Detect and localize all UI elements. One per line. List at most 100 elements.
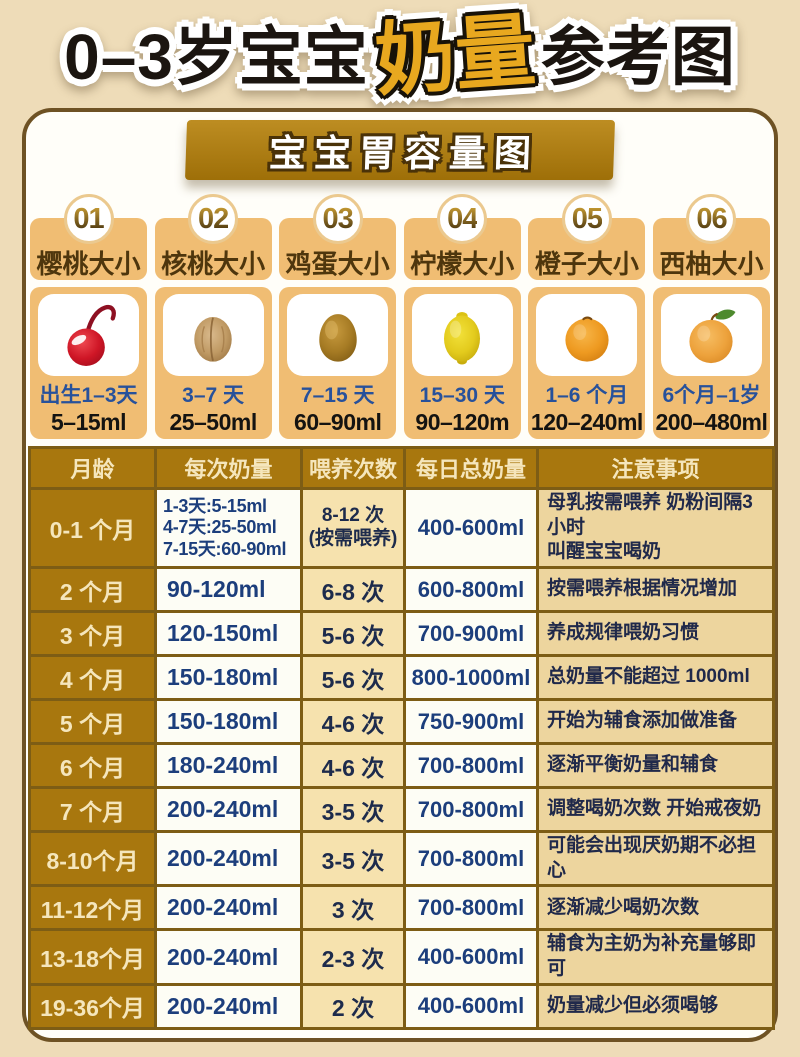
cell-per-feed: 90-120ml [154, 566, 303, 614]
cell-feed-times: 5-6 次 [300, 610, 406, 658]
table-header-row: 月龄 每次奶量 喂养次数 每日总奶量 注意事项 [28, 446, 775, 490]
fruit-image-box [162, 294, 264, 376]
cell-feed-times: 8-12 次 (按需喂养) [300, 486, 406, 570]
stage-size-label: 柠檬大小 [403, 218, 521, 280]
stage-age-range: 15–30 天 [419, 384, 505, 407]
title-highlight: 奶量 [372, 5, 539, 106]
stage-volume-range: 90–120m [415, 409, 510, 435]
table-row: 4 个月 150-180ml 5-6 次 800-1000ml 总奶量不能超过 … [28, 654, 775, 702]
stage-column-5: 05 橙子大小 [528, 194, 646, 439]
cell-notes: 按需喂养根据情况增加 [536, 566, 775, 614]
stage-size-text: 鸡蛋大小 [285, 248, 390, 279]
stage-content: 1–6 个月 120–240ml [528, 287, 646, 439]
cell-daily-total: 700-800ml [403, 884, 539, 932]
cell-month-age: 7 个月 [28, 786, 157, 834]
stage-volume-range: 120–240ml [530, 409, 643, 435]
fruit-image-box [536, 294, 638, 376]
stage-volume-range: 5–15ml [50, 409, 127, 435]
cell-daily-total: 750-900ml [403, 698, 539, 746]
stage-number: 05 [571, 202, 603, 235]
cell-month-age: 5 个月 [28, 698, 157, 746]
cell-feed-times: 2 次 [300, 982, 406, 1030]
stage-number-badge: 01 [63, 194, 114, 244]
stage-number-badge: 06 [686, 194, 737, 244]
cherry-icon [66, 305, 116, 366]
header-per-feed: 每次奶量 [154, 446, 303, 490]
stage-age-range: 1–6 个月 [545, 384, 629, 407]
stage-number-badge: 03 [312, 194, 363, 244]
cell-notes: 奶量减少但必须喝够 [536, 982, 775, 1030]
orange-icon [565, 316, 609, 362]
cell-month-age: 13-18个月 [28, 928, 157, 986]
header-daily-total: 每日总奶量 [403, 446, 539, 490]
stage-content: 3–7 天 25–50ml [154, 287, 272, 439]
cell-feed-times: 3-5 次 [300, 786, 406, 834]
stage-content: 出生1–3天 5–15ml [30, 287, 147, 439]
cell-feed-times: 5-6 次 [300, 654, 406, 702]
cell-per-feed: 200-240ml [154, 786, 303, 834]
stage-size-text: 樱桃大小 [36, 248, 141, 279]
cell-daily-total: 400-600ml [403, 486, 539, 570]
header-notes: 注意事项 [536, 446, 775, 490]
egg-icon [318, 314, 357, 362]
stage-size-text: 西柚大小 [659, 248, 764, 279]
stage-age-range: 6个月–1岁 [662, 384, 761, 407]
content-card: 宝宝胃容量图 01 樱桃大小 [22, 108, 778, 1042]
stage-content: 15–30 天 90–120m [403, 287, 521, 439]
cell-notes: 辅食为主奶为补充量够即可 [536, 928, 775, 986]
fruit-image-box [287, 294, 389, 376]
cell-feed-times: 6-8 次 [300, 566, 406, 614]
table-row: 6 个月 180-240ml 4-6 次 700-800ml 逐渐平衡奶量和辅食 [28, 742, 775, 790]
table-row: 7 个月 200-240ml 3-5 次 700-800ml 调整喝奶次数 开始… [28, 786, 775, 834]
cell-month-age: 6 个月 [28, 742, 157, 790]
stage-age-range: 3–7 天 [182, 384, 245, 407]
cell-feed-times: 2-3 次 [300, 928, 406, 986]
table-row: 2 个月 90-120ml 6-8 次 600-800ml 按需喂养根据情况增加 [28, 566, 775, 614]
stage-size-text: 柠檬大小 [410, 248, 515, 279]
stage-column-6: 06 西柚大小 [652, 194, 770, 439]
table-row: 8-10个月 200-240ml 3-5 次 700-800ml 可能会出现厌奶… [28, 830, 775, 888]
fruit-image-box [660, 294, 762, 376]
cell-notes: 开始为辅食添加做准备 [536, 698, 775, 746]
cell-per-feed: 150-180ml [154, 698, 303, 746]
cell-month-age: 3 个月 [28, 610, 157, 658]
cell-daily-total: 700-800ml [403, 830, 539, 888]
cell-per-feed: 200-240ml [154, 982, 303, 1030]
stage-content: 7–15 天 60–90ml [279, 287, 397, 439]
cell-per-feed: 200-240ml [154, 830, 303, 888]
table-row: 13-18个月 200-240ml 2-3 次 400-600ml 辅食为主奶为… [28, 928, 775, 986]
table-row: 11-12个月 200-240ml 3 次 700-800ml 逐渐减少喝奶次数 [28, 884, 775, 932]
cell-daily-total: 400-600ml [403, 928, 539, 986]
cell-per-feed: 120-150ml [154, 610, 303, 658]
title-suffix: 参考图 [540, 21, 736, 93]
cell-feed-times: 4-6 次 [300, 742, 406, 790]
stage-column-2: 02 核桃大小 [154, 194, 272, 439]
stage-volume-range: 60–90ml [294, 409, 382, 435]
stage-size-text: 核桃大小 [161, 248, 266, 279]
cell-month-age: 8-10个月 [28, 830, 157, 888]
milk-amount-table: 月龄 每次奶量 喂养次数 每日总奶量 注意事项 0-1 个月 1-3天:5-15… [28, 446, 775, 1030]
banner-title: 宝宝胃容量图 [268, 133, 540, 174]
cell-month-age: 2 个月 [28, 566, 157, 614]
cell-daily-total: 800-1000ml [403, 654, 539, 702]
walnut-icon [194, 317, 232, 362]
table-row: 0-1 个月 1-3天:5-15ml 4-7天:25-50ml 7-15天:60… [28, 486, 775, 570]
cell-per-feed: 200-240ml [154, 884, 303, 932]
stage-number-badge: 04 [437, 194, 488, 244]
stage-age-range: 7–15 天 [300, 384, 375, 407]
stage-volume-range: 200–480ml [655, 409, 768, 435]
cell-notes: 养成规律喂奶习惯 [536, 610, 775, 658]
cell-per-feed: 200-240ml [154, 928, 303, 986]
cell-month-age: 11-12个月 [28, 884, 157, 932]
cell-feed-times: 4-6 次 [300, 698, 406, 746]
stage-volume-range: 25–50ml [169, 409, 257, 435]
cell-notes: 可能会出现厌奶期不必担心 [536, 830, 775, 888]
header-month-age: 月龄 [28, 446, 157, 490]
cell-month-age: 19-36个月 [28, 982, 157, 1030]
stage-column-4: 04 柠檬大小 [403, 194, 521, 439]
stage-size-text: 橙子大小 [534, 248, 639, 279]
title-prefix: 0–3岁宝宝 [64, 21, 369, 93]
stomach-capacity-banner: 宝宝胃容量图 [184, 120, 616, 180]
cell-notes: 总奶量不能超过 1000ml [536, 654, 775, 702]
stage-number-badge: 05 [561, 194, 612, 244]
